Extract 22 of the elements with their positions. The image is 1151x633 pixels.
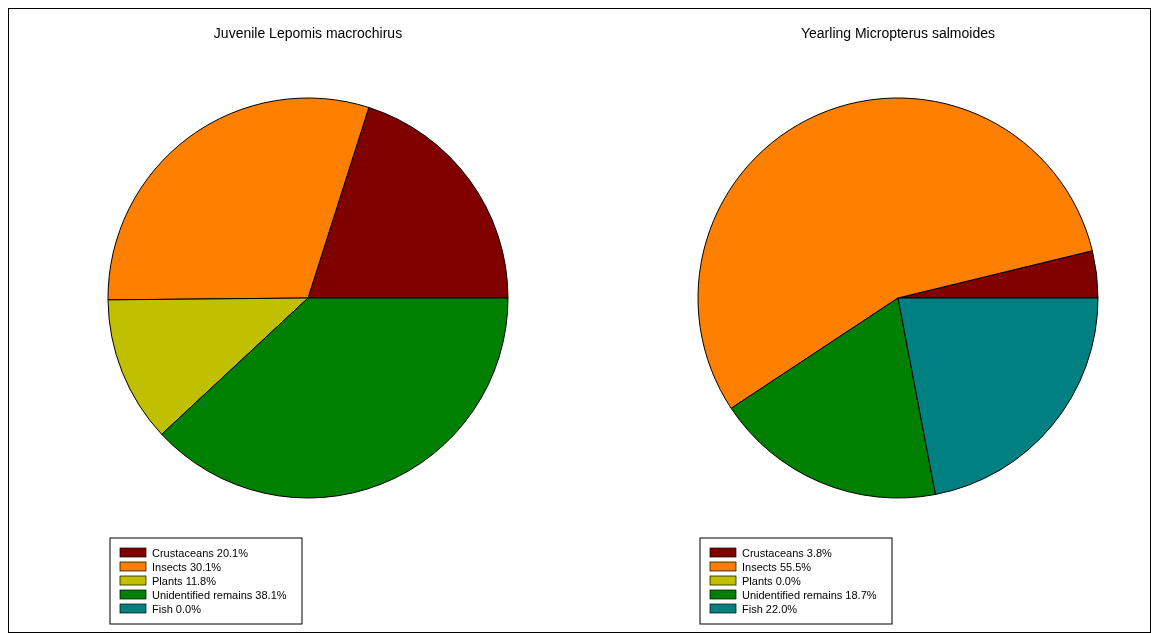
chart-title: Juvenile Lepomis macrochirus [213,25,403,41]
legend-label: Insects [152,560,187,573]
chart-title: Yearling Micropterus salmoides [800,25,996,41]
data-label: 22.0% [765,602,798,615]
data-label: 20.1% [216,546,249,559]
legend-label: Plants [742,574,773,587]
data-label: 3.8% [806,546,832,559]
legend-label: Fish [152,602,173,615]
text: 0.0% [175,602,201,615]
data-label: 18.7% [845,588,877,601]
legend-label: Unidentified remains [742,588,843,601]
data-label: 30.1% [189,560,222,573]
legend-label: Crustaceans [152,546,214,559]
data-label: 11.8% [185,574,217,587]
text: 0.0% [775,574,801,587]
data-label: 55.5% [779,560,812,573]
legend-label: Unidentified remains [152,588,253,601]
legend-label: Crustaceans [742,546,804,559]
legend-label: Plants [152,574,183,587]
legend-label: Insects [742,560,777,573]
data-label: 38.1% [255,588,287,601]
legend-label: Fish [742,602,763,615]
